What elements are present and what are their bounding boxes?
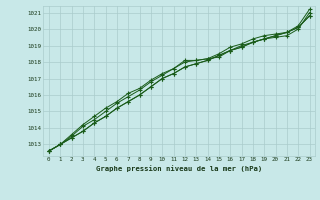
X-axis label: Graphe pression niveau de la mer (hPa): Graphe pression niveau de la mer (hPa) xyxy=(96,165,262,172)
